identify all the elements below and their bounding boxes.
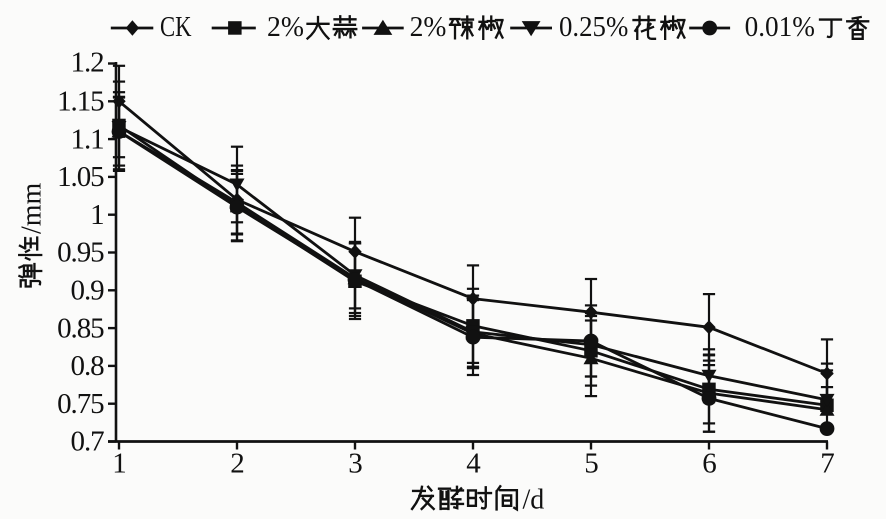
svg-text:1.2: 1.2 [71,47,104,79]
svg-text:CK: CK [160,11,192,43]
svg-text:/mm: /mm [17,182,48,234]
svg-text:0.75: 0.75 [57,388,104,420]
svg-text:0.9: 0.9 [71,275,105,307]
svg-text:3: 3 [348,448,362,480]
svg-text:2: 2 [230,448,243,480]
svg-text:0.95: 0.95 [57,237,104,269]
svg-text:4: 4 [466,448,481,480]
svg-text:0.01%: 0.01% [745,11,815,43]
svg-text:/d: /d [523,485,545,516]
svg-text:1.05: 1.05 [57,161,104,193]
svg-text:1: 1 [112,448,125,480]
svg-text:0.25%: 0.25% [559,11,628,43]
svg-text:1.15: 1.15 [57,86,104,118]
svg-text:5: 5 [584,448,598,480]
svg-text:2%: 2% [410,11,447,43]
svg-text:1.1: 1.1 [71,123,104,155]
svg-text:6: 6 [702,448,716,480]
svg-text:1: 1 [90,199,103,231]
svg-text:2%: 2% [267,11,304,43]
svg-text:0.8: 0.8 [71,350,105,382]
svg-text:0.7: 0.7 [71,426,105,458]
svg-text:7: 7 [820,448,834,480]
svg-text:0.85: 0.85 [57,312,104,344]
